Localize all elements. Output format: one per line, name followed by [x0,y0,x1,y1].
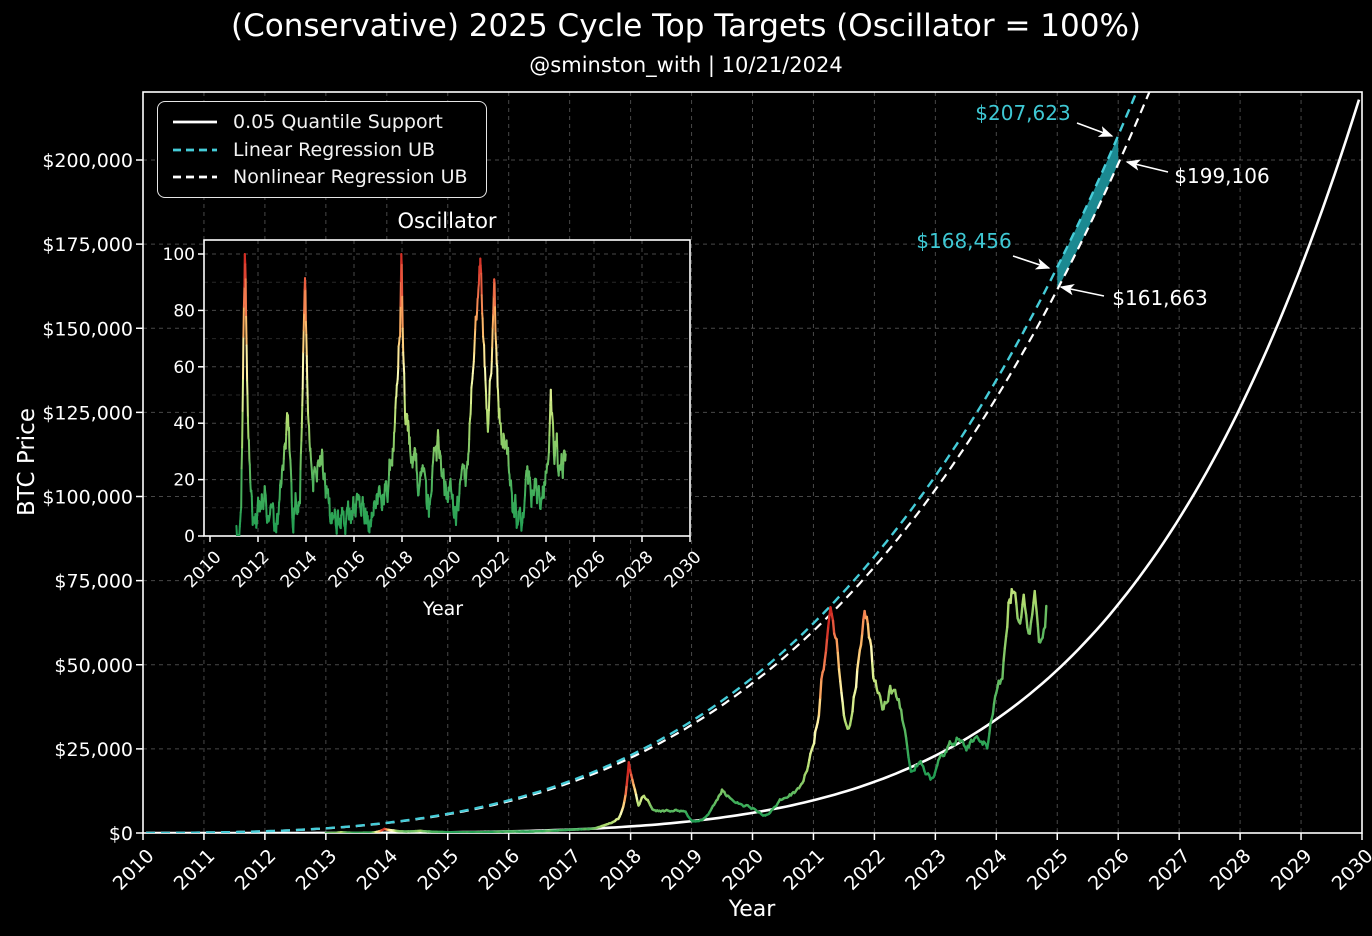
y-tick-label: $75,000 [54,571,133,593]
inset-x-tick-label: 2018 [373,547,418,592]
legend-item-linear-regression-ub: Linear Regression UB [172,139,472,161]
x-tick-label: 2025 [1023,845,1073,895]
x-tick-label: 2028 [1206,845,1256,895]
x-tick-label: 2020 [718,845,768,895]
target-price-annotation: $207,623 [975,101,1070,125]
y-tick-label: $100,000 [42,487,133,509]
x-tick-label: 2013 [292,845,342,895]
y-tick-label: $175,000 [42,234,133,256]
legend-label: Nonlinear Regression UB [233,165,468,188]
annotation-arrow [1012,255,1051,270]
x-tick-label: 2024 [962,845,1012,895]
legend-item-nonlinear-regression-ub: Nonlinear Regression UB [172,166,472,188]
inset-y-tick-label: 20 [173,471,195,491]
y-tick-label: $125,000 [42,402,133,424]
x-tick-label: 2030 [1328,845,1372,895]
inset-x-tick-label: 2010 [181,547,226,592]
x-tick-label: 2012 [231,845,281,895]
inset-x-tick-label: 2012 [229,547,274,592]
x-tick-label: 2021 [779,845,829,895]
inset-x-tick-label: 2026 [565,547,610,592]
inset-x-tick-label: 2016 [325,547,370,592]
inset-x-axis-label: Year [422,598,464,620]
inset-y-tick-label: 60 [173,358,195,378]
target-price-annotation: $161,663 [1112,286,1207,310]
legend-label: 0.05 Quantile Support [233,111,443,134]
inset-x-tick-label: 2014 [277,547,322,592]
legend-label: Linear Regression UB [233,138,435,161]
chart-subtitle: @sminston_with | 10/21/2024 [529,53,843,77]
y-tick-label: $25,000 [54,739,133,761]
inset-x-tick-label: 2020 [421,547,466,592]
y-tick-label: $150,000 [42,318,133,340]
x-tick-label: 2022 [840,845,890,895]
x-tick-label: 2019 [657,845,707,895]
x-tick-label: 2015 [414,845,464,895]
cyan-dashed-line-swatch [173,148,217,151]
white-dashed-line-swatch [173,175,217,179]
inset-y-tick-label: 100 [163,245,195,265]
inset-y-tick-label: 0 [184,527,195,547]
target-price-annotation: $199,106 [1174,164,1269,188]
cycle-top-target-band [1057,135,1119,290]
legend: 0.05 Quantile Support Linear Regression … [157,101,487,198]
linear-regression-ub-curve [145,92,1138,833]
btc-price-line [324,588,1048,833]
inset-x-tick-label: 2028 [613,547,658,592]
chart-title: (Conservative) 2025 Cycle Top Targets (O… [231,8,1141,44]
inset-y-tick-label: 80 [173,301,195,321]
x-tick-label: 2014 [353,845,403,895]
inset-title: Oscillator [397,209,497,233]
oscillator-line [235,253,567,536]
annotation-arrow [1076,122,1114,137]
x-tick-label: 2016 [474,845,524,895]
y-axis-label: BTC Price [14,408,40,516]
x-tick-label: 2011 [170,845,220,895]
x-tick-label: 2026 [1084,845,1134,895]
target-annotations: $207,623 $199,106 $168,456 $161,663 [916,101,1269,310]
x-tick-label: 2018 [596,845,646,895]
inset-y-tick-label: 40 [173,414,195,434]
legend-item-quantile-support: 0.05 Quantile Support [172,111,472,133]
solid-line-swatch [173,120,217,124]
y-tick-label: $200,000 [42,150,133,172]
annotation-arrow [1125,159,1169,173]
x-tick-label: 2027 [1145,845,1195,895]
inset-x-tick-label: 2022 [469,547,514,592]
x-axis-label: Year [728,897,776,922]
inset-x-tick-label: 2030 [661,547,706,592]
annotation-arrow [1059,284,1105,297]
inset-x-tick-label: 2024 [517,547,562,592]
x-tick-label: 2017 [535,845,585,895]
y-tick-label: $0 [109,823,133,845]
x-tick-label: 2010 [109,845,159,895]
target-price-annotation: $168,456 [916,229,1011,253]
x-tick-label: 2023 [901,845,951,895]
x-tick-label: 2029 [1267,845,1317,895]
y-tick-label: $50,000 [54,655,133,677]
